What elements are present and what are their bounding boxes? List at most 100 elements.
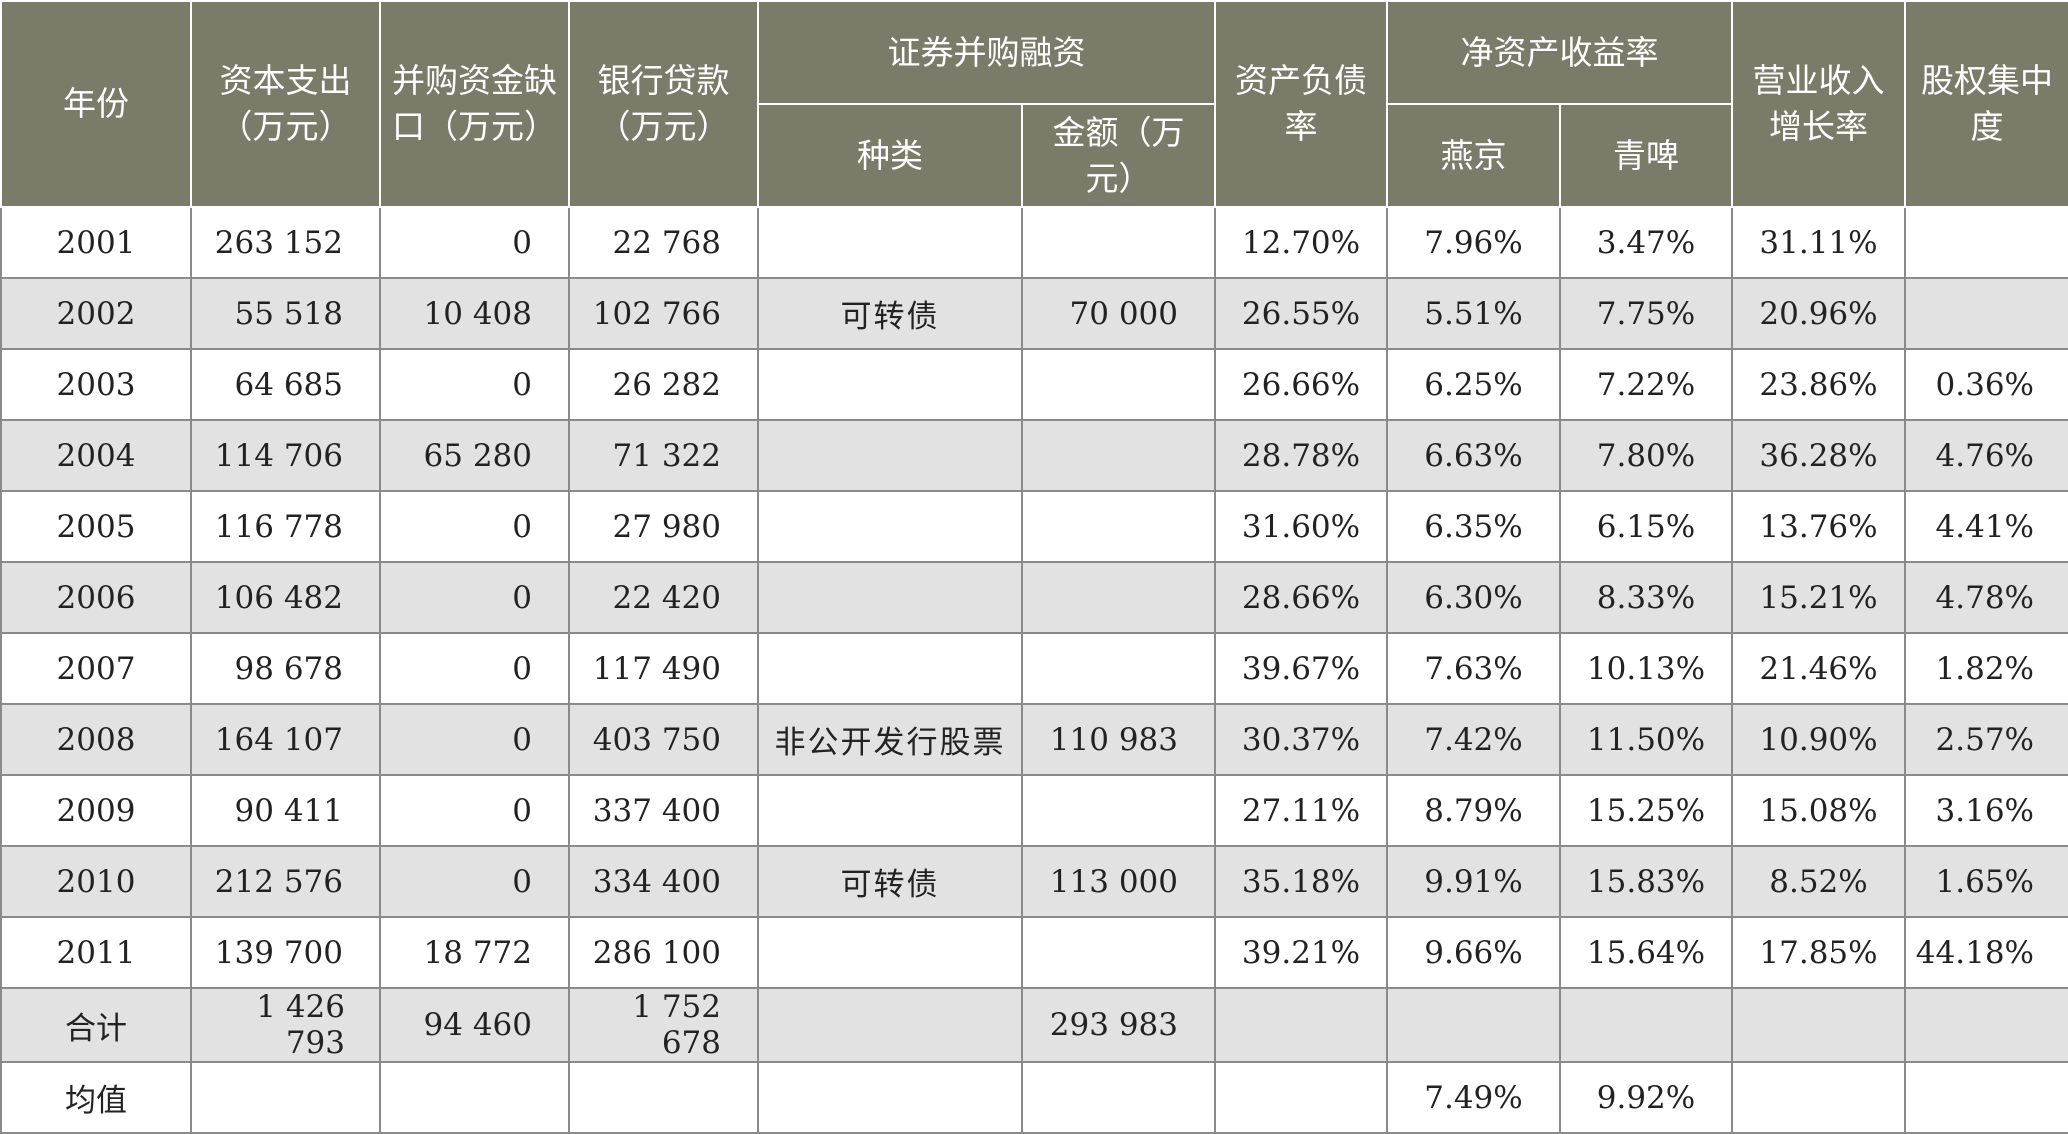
cell-capex: 139 700 xyxy=(190,916,381,989)
cell-year: 2008 xyxy=(0,703,192,776)
cell-roe-yanjing: 9.66% xyxy=(1386,916,1561,989)
cell-capex: 55 518 xyxy=(190,277,381,350)
cell-equity: 2.57% xyxy=(1904,703,2068,776)
mean-amount xyxy=(1021,1061,1216,1134)
cell-roe-yanjing: 8.79% xyxy=(1386,774,1561,847)
cell-debt: 39.21% xyxy=(1214,916,1388,989)
mean-equity xyxy=(1904,1061,2068,1134)
cell-gap: 0 xyxy=(379,703,570,776)
header-equity-conc: 股权集中度 xyxy=(1904,0,2068,208)
table-row: 2001 263 152 0 22 768 12.70% 7.96% 3.47%… xyxy=(0,206,2068,279)
cell-year: 2010 xyxy=(0,845,192,918)
cell-gap: 0 xyxy=(379,348,570,421)
cell-roe-yanjing: 6.63% xyxy=(1386,419,1561,492)
cell-year: 2006 xyxy=(0,561,192,634)
cell-debt: 27.11% xyxy=(1214,774,1388,847)
cell-roe-qingpi: 15.83% xyxy=(1559,845,1733,918)
cell-gap: 18 772 xyxy=(379,916,570,989)
cell-rev-growth: 10.90% xyxy=(1731,703,1906,776)
table-row: 2007 98 678 0 117 490 39.67% 7.63% 10.13… xyxy=(0,632,2068,705)
total-debt xyxy=(1214,987,1388,1063)
cell-kind xyxy=(757,348,1023,421)
cell-capex: 164 107 xyxy=(190,703,381,776)
total-loan: 1 752 678 xyxy=(568,987,759,1063)
cell-debt: 26.55% xyxy=(1214,277,1388,350)
header-debt-ratio: 资产负债率 xyxy=(1214,0,1388,208)
cell-capex: 212 576 xyxy=(190,845,381,918)
mean-gap xyxy=(379,1061,570,1134)
cell-kind xyxy=(757,206,1023,279)
cell-debt: 35.18% xyxy=(1214,845,1388,918)
cell-loan: 117 490 xyxy=(568,632,759,705)
cell-equity: 3.16% xyxy=(1904,774,2068,847)
total-row: 合计 1 426 793 94 460 1 752 678 293 983 xyxy=(0,987,2068,1063)
cell-kind xyxy=(757,419,1023,492)
total-gap: 94 460 xyxy=(379,987,570,1063)
cell-kind xyxy=(757,561,1023,634)
cell-equity: 44.18% xyxy=(1904,916,2068,989)
cell-amount xyxy=(1021,774,1216,847)
cell-amount xyxy=(1021,490,1216,563)
header-sec-amount: 金额（万元） xyxy=(1021,103,1216,208)
cell-roe-qingpi: 7.22% xyxy=(1559,348,1733,421)
table-row: 2003 64 685 0 26 282 26.66% 6.25% 7.22% … xyxy=(0,348,2068,421)
cell-year: 2001 xyxy=(0,206,192,279)
header-rev-growth: 营业收入增长率 xyxy=(1731,0,1906,208)
cell-kind: 非公开发行股票 xyxy=(757,703,1023,776)
total-roe-yanjing xyxy=(1386,987,1561,1063)
cell-kind xyxy=(757,916,1023,989)
cell-capex: 106 482 xyxy=(190,561,381,634)
cell-debt: 26.66% xyxy=(1214,348,1388,421)
cell-year: 2005 xyxy=(0,490,192,563)
cell-equity: 4.41% xyxy=(1904,490,2068,563)
header-sec-group: 证券并购融资 xyxy=(757,0,1216,105)
cell-capex: 90 411 xyxy=(190,774,381,847)
mean-debt xyxy=(1214,1061,1388,1134)
cell-rev-growth: 8.52% xyxy=(1731,845,1906,918)
header-roe-qingpi: 青啤 xyxy=(1559,103,1733,208)
table-row: 2002 55 518 10 408 102 766 可转债 70 000 26… xyxy=(0,277,2068,350)
table-row: 2004 114 706 65 280 71 322 28.78% 6.63% … xyxy=(0,419,2068,492)
mean-kind xyxy=(757,1061,1023,1134)
cell-amount xyxy=(1021,206,1216,279)
cell-year: 2007 xyxy=(0,632,192,705)
mean-roe-yanjing: 7.49% xyxy=(1386,1061,1561,1134)
total-roe-qingpi xyxy=(1559,987,1733,1063)
cell-loan: 71 322 xyxy=(568,419,759,492)
table-row: 2009 90 411 0 337 400 27.11% 8.79% 15.25… xyxy=(0,774,2068,847)
mean-rev-growth xyxy=(1731,1061,1906,1134)
cell-roe-qingpi: 3.47% xyxy=(1559,206,1733,279)
cell-gap: 10 408 xyxy=(379,277,570,350)
cell-amount xyxy=(1021,632,1216,705)
header-sec-kind: 种类 xyxy=(757,103,1023,208)
table-row: 2010 212 576 0 334 400 可转债 113 000 35.18… xyxy=(0,845,2068,918)
table-row: 2011 139 700 18 772 286 100 39.21% 9.66%… xyxy=(0,916,2068,989)
cell-amount xyxy=(1021,419,1216,492)
cell-loan: 286 100 xyxy=(568,916,759,989)
cell-amount: 70 000 xyxy=(1021,277,1216,350)
cell-loan: 102 766 xyxy=(568,277,759,350)
table-row: 2005 116 778 0 27 980 31.60% 6.35% 6.15%… xyxy=(0,490,2068,563)
cell-loan: 22 768 xyxy=(568,206,759,279)
cell-rev-growth: 23.86% xyxy=(1731,348,1906,421)
cell-rev-growth: 21.46% xyxy=(1731,632,1906,705)
cell-roe-qingpi: 15.64% xyxy=(1559,916,1733,989)
cell-debt: 39.67% xyxy=(1214,632,1388,705)
cell-gap: 65 280 xyxy=(379,419,570,492)
cell-debt: 12.70% xyxy=(1214,206,1388,279)
cell-capex: 64 685 xyxy=(190,348,381,421)
cell-loan: 27 980 xyxy=(568,490,759,563)
cell-amount xyxy=(1021,916,1216,989)
cell-rev-growth: 13.76% xyxy=(1731,490,1906,563)
mean-roe-qingpi: 9.92% xyxy=(1559,1061,1733,1134)
mean-label: 均值 xyxy=(0,1061,192,1134)
cell-year: 2002 xyxy=(0,277,192,350)
total-amount: 293 983 xyxy=(1021,987,1216,1063)
cell-roe-yanjing: 6.35% xyxy=(1386,490,1561,563)
header-capex: 资本支出（万元） xyxy=(190,0,381,208)
cell-equity: 1.65% xyxy=(1904,845,2068,918)
table-row: 2008 164 107 0 403 750 非公开发行股票 110 983 3… xyxy=(0,703,2068,776)
cell-amount xyxy=(1021,348,1216,421)
cell-roe-yanjing: 6.25% xyxy=(1386,348,1561,421)
